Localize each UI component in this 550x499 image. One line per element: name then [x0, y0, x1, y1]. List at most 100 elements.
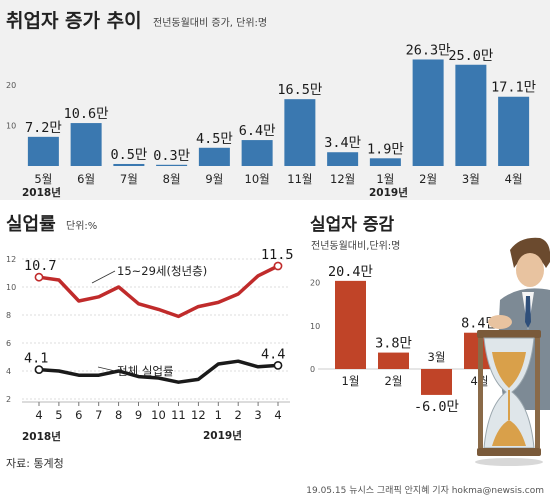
line-chart-y-tick: 10 [6, 283, 16, 292]
employment-category-label: 12월 [330, 172, 355, 186]
line-chart-y-tick: 6 [6, 339, 11, 348]
unemployed-bar [335, 280, 366, 369]
employment-year-label-2018: 2018년 [22, 186, 61, 199]
employment-category-label: 3월 [462, 172, 480, 186]
unemployment-rate-title: 실업률 [6, 214, 56, 235]
line-start-point [34, 272, 44, 282]
employment-bar [198, 147, 230, 166]
employment-category-label: 8월 [163, 172, 181, 186]
line-chart-x-tick: 11 [171, 408, 186, 422]
employment-bar-value-label: 0.3만 [153, 148, 190, 164]
businessman-hourglass-illustration [475, 237, 550, 466]
employment-category-label: 11월 [287, 172, 312, 186]
employment-bar-value-label: 6.4만 [239, 123, 276, 139]
line-start-value-label: 10.7 [24, 258, 57, 274]
employment-bar-value-label: 17.1만 [491, 80, 536, 96]
line-chart-x-tick: 3 [254, 408, 261, 422]
line-chart-x-tick: 2 [235, 408, 242, 422]
unemployed-change-title: 실업자 증감 [310, 215, 394, 235]
employment-category-label: 5월 [34, 172, 52, 186]
line-chart-y-tick: 2 [6, 395, 11, 404]
line-chart-y-tick: 12 [6, 255, 16, 264]
line-chart-x-tick: 5 [55, 408, 62, 422]
unemployed-category-label: 3월 [428, 350, 446, 364]
line-year-label-2018: 2018년 [22, 430, 61, 443]
employment-bar-value-label: 0.5만 [110, 147, 147, 163]
line-series-name-label: 전체 실업률 [117, 364, 174, 378]
line-chart-x-tick: 8 [115, 408, 122, 422]
employment-bar [27, 136, 59, 166]
employment-bar [369, 158, 401, 166]
series-leader-line [91, 270, 116, 284]
employment-bar [327, 152, 359, 166]
employment-category-label: 6월 [77, 172, 95, 186]
employment-bar [412, 59, 444, 166]
employment-bar-value-label: 16.5만 [277, 82, 322, 98]
line-end-point [273, 360, 283, 370]
employment-bar-value-label: 26.3만 [406, 42, 451, 58]
line-start-value-label: 4.1 [24, 351, 48, 367]
line-chart-x-tick: 7 [95, 408, 102, 422]
employment-year-label-2019: 2019년 [369, 186, 408, 199]
unemployed-bar [421, 369, 452, 395]
line-chart-y-tick: 4 [6, 367, 11, 376]
employment-bar-value-label: 3.4만 [324, 135, 361, 151]
graphic-credit: 19.05.15 뉴시스 그래픽 안지혜 기자 hokma@newsis.com [306, 484, 544, 496]
unemployed-category-label: 2월 [385, 374, 403, 388]
employment-chart-title: 취업자 증가 추이 [6, 10, 142, 32]
employment-category-label: 7월 [120, 172, 138, 186]
employment-chart-subtitle: 전년동월대비 증가, 단위:명 [153, 16, 267, 29]
employment-y-tick: 10 [6, 122, 16, 131]
employment-bar [498, 96, 530, 166]
employment-bar-value-label: 10.6만 [64, 106, 109, 122]
employment-y-tick: 20 [6, 81, 16, 90]
line-series-0 [38, 264, 279, 319]
line-chart-x-tick: 4 [274, 408, 281, 422]
line-series-name-label: 15~29세(청년층) [117, 264, 207, 278]
employment-bar [455, 64, 487, 166]
unemployment-rate-subtitle: 단위:% [66, 219, 97, 232]
unemployed-y-tick: 0 [310, 365, 315, 374]
unemployed-bar [378, 352, 409, 369]
employment-bar [241, 140, 273, 166]
employment-categories: 5월 6월 7월 8월 9월 10월 11월 12월 1월 2월 3월 4월 [34, 172, 522, 186]
line-chart-x-tick: 1 [215, 408, 222, 422]
line-start-point [34, 365, 44, 374]
unemployed-category-label: 1월 [342, 374, 360, 388]
unemployed-y-tick: 20 [310, 279, 320, 288]
employment-bar [70, 123, 102, 166]
employment-category-label: 10월 [245, 172, 270, 186]
line-chart-x-tick: 6 [75, 408, 82, 422]
employment-category-label: 9월 [205, 172, 223, 186]
line-end-value-label: 11.5 [261, 247, 294, 263]
employment-bar-value-label: 25.0만 [448, 48, 493, 64]
employment-bar-value-label: 1.9만 [367, 141, 404, 157]
unemployed-y-tick: 10 [310, 322, 320, 331]
line-chart-x-tick: 9 [135, 408, 142, 422]
unemployed-change-subtitle: 전년동월대비,단위:명 [311, 239, 400, 252]
employment-bar-value-label: 7.2만 [25, 120, 62, 136]
unemployed-bar-value-label: 3.8만 [375, 336, 412, 352]
employment-bar-value-label: 4.5만 [196, 131, 233, 147]
employment-bar [113, 163, 145, 166]
line-year-label-2019: 2019년 [203, 429, 242, 442]
line-chart-y-tick: 8 [6, 311, 11, 320]
line-chart-x-tick: 12 [191, 408, 206, 422]
source-note: 자료: 통계청 [6, 457, 64, 470]
unemployed-bar-value-label: 20.4만 [328, 264, 373, 280]
line-chart-x-tick: 10 [151, 408, 166, 422]
line-end-value-label: 4.4 [261, 346, 285, 362]
line-chart-series: 10.7 11.5 15~29세(청년층) 4.1 4.4 전체 실업률 [24, 247, 294, 384]
employment-category-label: 1월 [376, 172, 394, 186]
line-end-point [273, 261, 283, 271]
employment-bar [156, 164, 188, 166]
employment-bar [284, 99, 316, 166]
line-series-1 [38, 359, 279, 384]
employment-category-label: 2월 [419, 172, 437, 186]
line-chart-x-ticks: 4 5 6 7 8 9 10 11 12 1 2 3 4 [22, 401, 290, 422]
unemployed-bar-value-label: -6.0만 [414, 399, 459, 415]
